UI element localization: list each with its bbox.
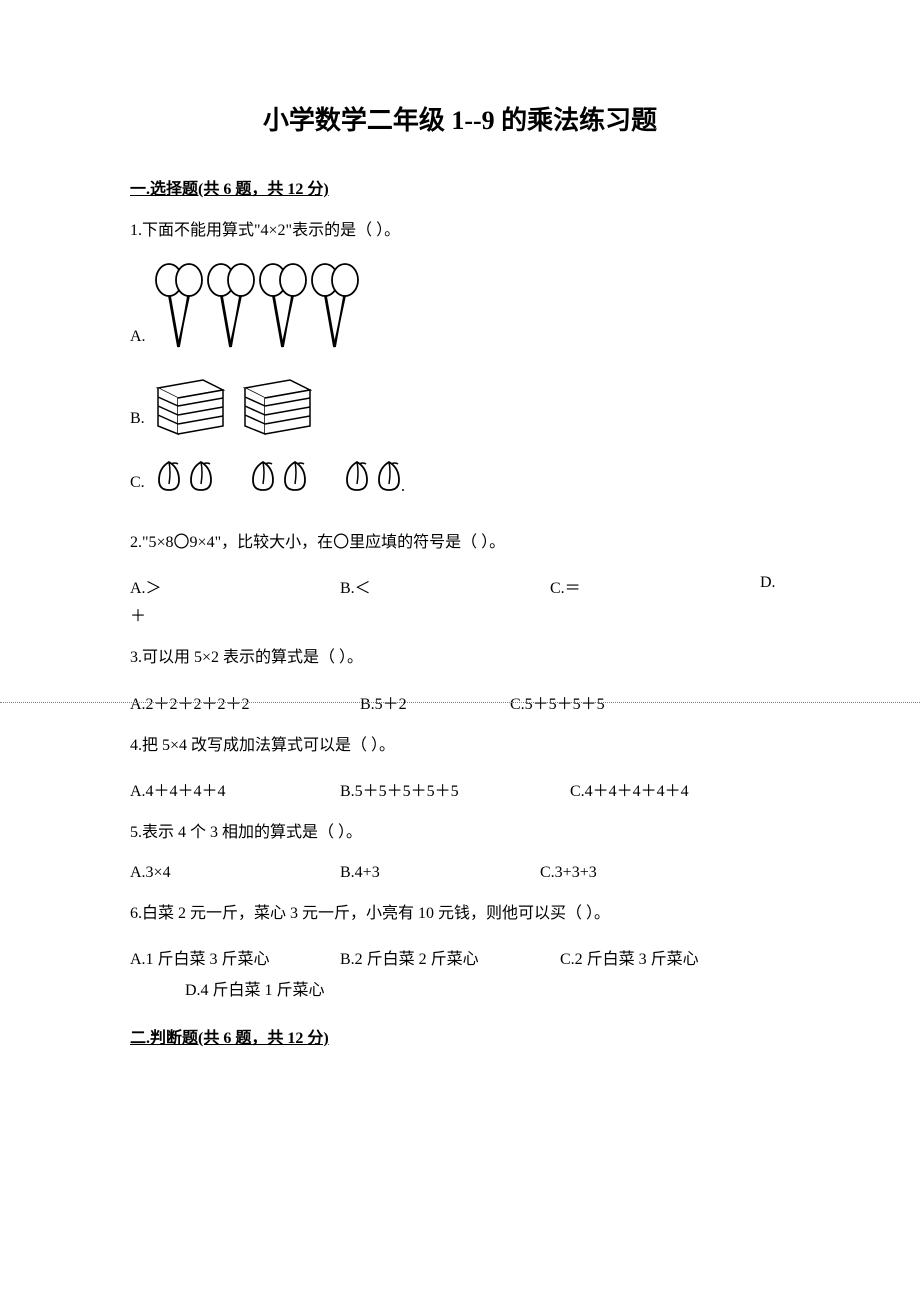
q3-text: 3.可以用 5×2 表示的算式是（ ）。 <box>130 644 790 671</box>
q1-optc-label: C. <box>130 474 145 494</box>
peach-pair-icon <box>247 458 311 494</box>
q2-text: 2."5×8〇9×4"，比较大小，在〇里应填的符号是（ ）。 <box>130 529 790 556</box>
q6-optb: B.2 斤白菜 2 斤菜心 <box>340 945 560 975</box>
balloon-pair-icon <box>154 262 204 354</box>
book-group <box>153 376 315 436</box>
q1-optb-label: B. <box>130 410 145 436</box>
q1-option-a: A. <box>130 262 790 354</box>
q6-options: A.1 斤白菜 3 斤菜心 B.2 斤白菜 2 斤菜心 C.2 斤白菜 3 斤菜… <box>130 945 790 1006</box>
q5-optc: C.3+3+3 <box>540 864 597 882</box>
balloon-pair-icon <box>206 262 256 354</box>
q4-optc: C.4＋4＋4＋4＋4 <box>570 777 689 801</box>
q4-optb: B.5＋5＋5＋5＋5 <box>340 777 570 801</box>
dotted-separator <box>0 702 920 703</box>
q1-opta-label: A. <box>130 328 146 354</box>
q6-text: 6.白菜 2 元一斤，菜心 3 元一斤，小亮有 10 元钱，则他可以买（ ）。 <box>130 900 790 927</box>
q6-optc: C.2 斤白菜 3 斤菜心 <box>560 945 699 975</box>
q1-option-b: B. <box>130 376 790 436</box>
peach-pair-icon <box>341 458 407 494</box>
peach-pair-icon <box>153 458 217 494</box>
q6-opta: A.1 斤白菜 3 斤菜心 <box>130 945 340 975</box>
balloon-pair-icon <box>258 262 308 354</box>
section2-header: 二.判断题(共 6 题，共 12 分) <box>130 1024 790 1048</box>
book-stack-icon <box>240 376 315 436</box>
q2-optc: C.＝ <box>550 574 760 598</box>
balloon-group <box>154 262 360 354</box>
q6-optd: D.4 斤白菜 1 斤菜心 <box>130 976 790 1006</box>
q2-opta: A.＞ <box>130 574 340 598</box>
q5-opta: A.3×4 <box>130 864 340 882</box>
q2-optb: B.＜ <box>340 574 550 598</box>
q4-options: A.4＋4＋4＋4 B.5＋5＋5＋5＋5 C.4＋4＋4＋4＋4 <box>130 777 790 801</box>
q2-optd: D. <box>760 574 776 598</box>
q4-opta: A.4＋4＋4＋4 <box>130 777 340 801</box>
section1-header: 一.选择题(共 6 题，共 12 分) <box>130 175 790 199</box>
q4-text: 4.把 5×4 改写成加法算式可以是（ ）。 <box>130 732 790 759</box>
q1-text: 1.下面不能用算式"4×2"表示的是（ ）。 <box>130 217 790 244</box>
q2-optd-cont: ＋ <box>130 602 790 626</box>
peach-group <box>153 458 407 494</box>
balloon-pair-icon <box>310 262 360 354</box>
book-stack-icon <box>153 376 228 436</box>
q2-options: A.＞ B.＜ C.＝ D. <box>130 574 790 598</box>
q5-optb: B.4+3 <box>340 864 540 882</box>
q5-text: 5.表示 4 个 3 相加的算式是（ ）。 <box>130 819 790 846</box>
page-title: 小学数学二年级 1--9 的乘法练习题 <box>130 100 790 137</box>
q1-option-c: C. <box>130 458 790 494</box>
q5-options: A.3×4 B.4+3 C.3+3+3 <box>130 864 790 882</box>
